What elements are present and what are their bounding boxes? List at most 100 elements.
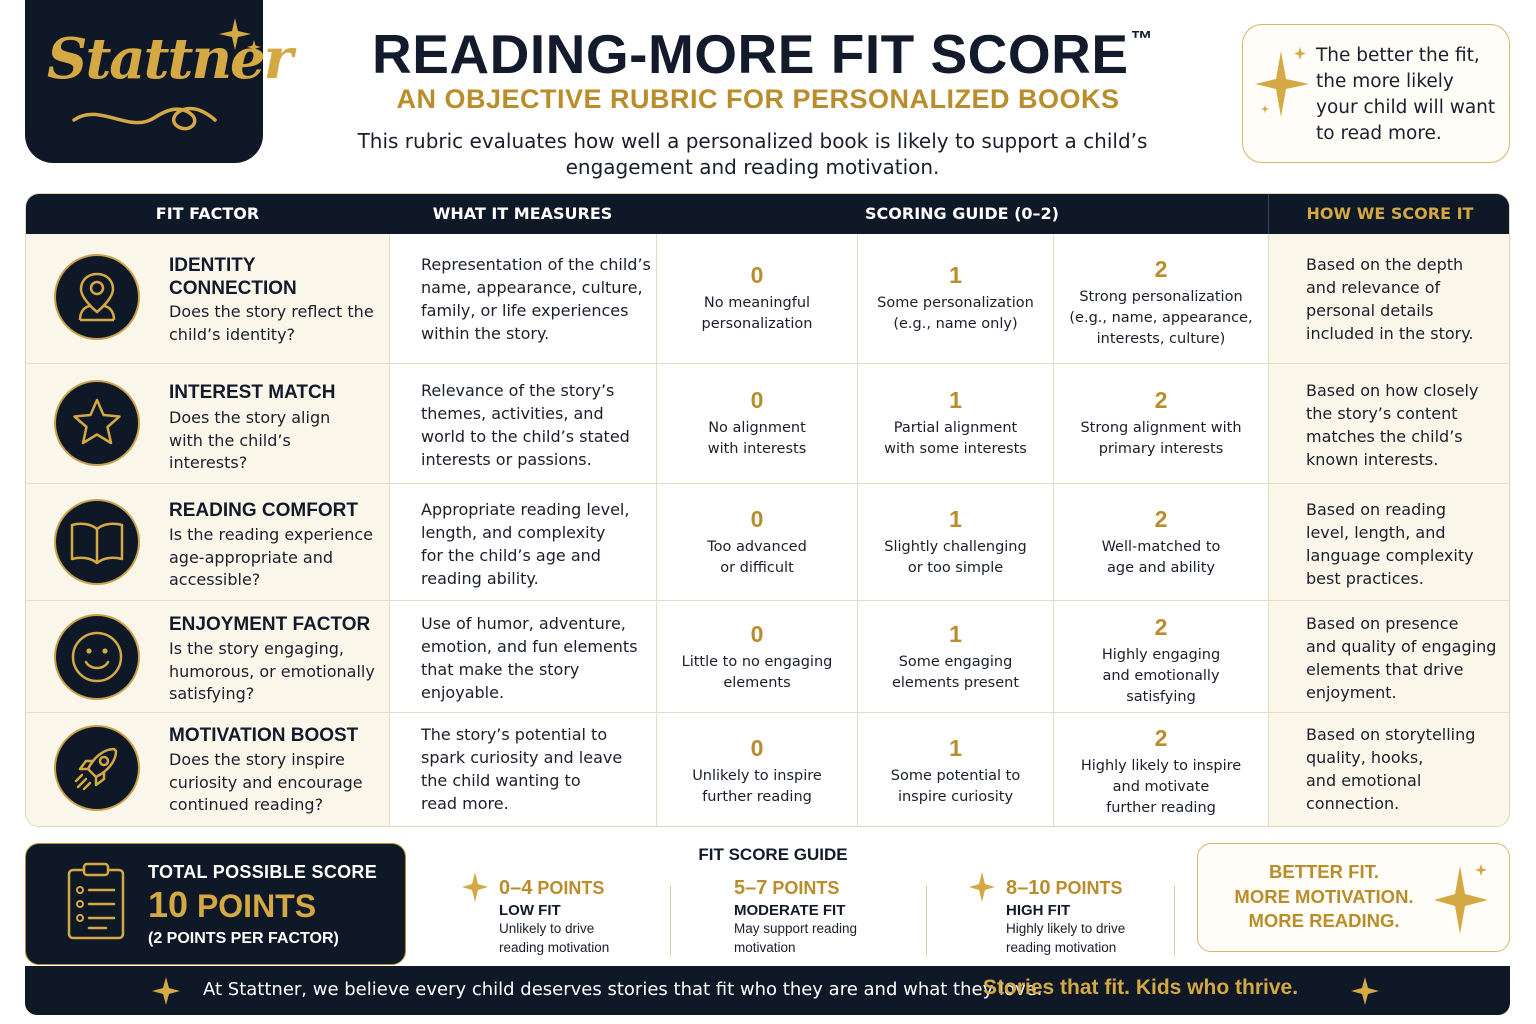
intro-text: This rubric evaluates how well a persona… bbox=[345, 128, 1160, 180]
score-desc-line: Strong alignment with bbox=[1080, 420, 1242, 436]
measure-line: spark curiosity and leave bbox=[421, 748, 623, 767]
score-number: 0 bbox=[750, 506, 764, 532]
score-0: 0 Little to no engaging elements bbox=[657, 621, 857, 694]
band-desc-line: motivation bbox=[734, 940, 796, 955]
score-desc-line: Too advanced bbox=[707, 539, 807, 555]
how-line: quality, hooks, bbox=[1306, 748, 1424, 767]
swirl-ornament-icon bbox=[72, 106, 217, 131]
band-level: MODERATE FIT bbox=[734, 902, 846, 919]
score-desc-line: Some personalization bbox=[877, 295, 1034, 311]
measure-line: enjoyable. bbox=[421, 683, 505, 702]
band-range: 0–4 POINTS bbox=[499, 877, 609, 900]
score-desc-line: or too simple bbox=[907, 560, 1004, 576]
measure-line: for the child’s age and bbox=[421, 546, 601, 565]
band-desc-line: Unlikely to drive bbox=[499, 921, 595, 936]
score-desc-line: Some engaging bbox=[898, 654, 1013, 670]
score-0: 0 Too advanced or difficult bbox=[657, 506, 857, 579]
score-1-cell: 1 Some personalization (e.g., name only) bbox=[857, 234, 1053, 363]
measure-line: Representation of the child’s bbox=[421, 255, 651, 274]
how-text: Based on storytelling quality, hooks, an… bbox=[1306, 723, 1506, 815]
fit-score-guide-title: FIT SCORE GUIDE bbox=[698, 845, 848, 864]
factor-cell: ENJOYMENT FACTOR Is the story engaging, … bbox=[26, 601, 389, 712]
measure-line: the child wanting to bbox=[421, 771, 581, 790]
how-line: language complexity bbox=[1306, 546, 1474, 565]
band-range: 8–10 POINTS bbox=[1006, 877, 1125, 900]
promo-text: BETTER FIT. MORE MOTIVATION. MORE READIN… bbox=[1216, 860, 1432, 934]
factor-question-line: Is the story engaging, bbox=[169, 639, 344, 658]
factor-question-line: child’s identity? bbox=[169, 324, 296, 344]
how-text: Based on reading level, length, and lang… bbox=[1306, 498, 1506, 590]
score-number: 1 bbox=[949, 387, 962, 413]
how-line: Based on how closely bbox=[1306, 381, 1479, 400]
how-line: known interests. bbox=[1306, 450, 1439, 469]
measure-text: Use of humor, adventure, emotion, and fu… bbox=[421, 612, 653, 704]
band-range-number: 0–4 bbox=[499, 877, 533, 899]
score-2: 2 Highly engaging and emotionally satisf… bbox=[1054, 614, 1268, 708]
how-cell: Based on the depth and relevance of pers… bbox=[1268, 234, 1509, 363]
measure-line: Appropriate reading level, bbox=[421, 500, 630, 519]
band-desc-line: Highly likely to drive bbox=[1006, 921, 1126, 936]
factor-question: Does the story align with the child’s in… bbox=[169, 407, 379, 475]
score-number: 2 bbox=[1154, 725, 1168, 751]
score-2: 2 Strong alignment with primary interest… bbox=[1054, 387, 1268, 460]
score-desc-line: and motivate bbox=[1112, 779, 1210, 795]
fit-band-low: 0–4 POINTS LOW FIT Unlikely to drive rea… bbox=[499, 877, 609, 957]
factor-question-line: with the child’s bbox=[169, 430, 291, 450]
total-score-value: 10 POINTS bbox=[148, 884, 316, 926]
clipboard-icon bbox=[67, 862, 125, 940]
person-pin-icon bbox=[78, 272, 116, 322]
factor-question-line: humorous, or emotionally bbox=[169, 661, 375, 681]
measure-cell: The story’s potential to spark curiosity… bbox=[389, 713, 656, 826]
how-line: the story’s content bbox=[1306, 404, 1458, 423]
measure-cell: Relevance of the story’s themes, activit… bbox=[389, 364, 656, 483]
how-line: matches the child’s bbox=[1306, 427, 1463, 446]
band-desc-line: reading motivation bbox=[499, 940, 610, 955]
sparkle-icon bbox=[219, 18, 261, 54]
score-number: 1 bbox=[949, 735, 962, 761]
score-0-cell: 0 Too advanced or difficult bbox=[656, 484, 857, 600]
measure-text: Representation of the child’s name, appe… bbox=[421, 253, 653, 345]
factor-title-line: MOTIVATION BOOST bbox=[169, 725, 359, 746]
band-range: 5–7 POINTS bbox=[734, 877, 857, 900]
measure-line: Relevance of the story’s bbox=[421, 381, 615, 400]
factor-question: Does the story reflect the child’s ident… bbox=[169, 301, 379, 346]
score-number: 2 bbox=[1154, 506, 1168, 532]
score-1-cell: 1 Slightly challenging or too simple bbox=[857, 484, 1053, 600]
factor-title: MOTIVATION BOOST bbox=[169, 724, 379, 747]
factor-title: INTEREST MATCH bbox=[169, 381, 379, 404]
sparkle-icon bbox=[462, 872, 488, 902]
how-cell: Based on presence and quality of engagin… bbox=[1268, 601, 1509, 712]
header-scoring-guide: SCORING GUIDE (0–2) bbox=[865, 204, 1059, 223]
page-title: READING-MORE FIT SCORE™ bbox=[372, 22, 1153, 86]
score-0-cell: 0 No meaningful personalization bbox=[656, 234, 857, 363]
factor-question-line: continued reading? bbox=[169, 795, 324, 814]
band-level: LOW FIT bbox=[499, 902, 561, 919]
how-cell: Based on how closely the story’s content… bbox=[1268, 364, 1509, 483]
open-book-icon bbox=[70, 522, 124, 565]
total-score-box: TOTAL POSSIBLE SCORE 10 POINTS (2 POINTS… bbox=[25, 843, 406, 965]
score-desc-line: primary interests bbox=[1098, 441, 1224, 457]
measure-cell: Use of humor, adventure, emotion, and fu… bbox=[389, 601, 656, 712]
factor-question-line: age-appropriate and bbox=[169, 547, 333, 567]
score-0: 0 Unlikely to inspire further reading bbox=[657, 735, 857, 808]
score-desc-line: Some potential to bbox=[890, 768, 1021, 784]
score-desc-line: Well-matched to bbox=[1101, 539, 1221, 555]
measure-cell: Appropriate reading level, length, and c… bbox=[389, 484, 656, 600]
table-row: ENJOYMENT FACTOR Is the story engaging, … bbox=[26, 600, 1509, 712]
score-desc-line: with some interests bbox=[884, 441, 1027, 457]
factor-question-line: curiosity and encourage bbox=[169, 772, 363, 792]
band-range-unit: POINTS bbox=[772, 878, 840, 898]
factor-question-line: Does the story reflect the bbox=[169, 302, 374, 321]
score-1: 1 Some potential to inspire curiosity bbox=[858, 735, 1053, 808]
measure-text: The story’s potential to spark curiosity… bbox=[421, 723, 653, 815]
score-1: 1 Partial alignment with some interests bbox=[858, 387, 1053, 460]
how-line: Based on storytelling bbox=[1306, 725, 1476, 744]
band-range-unit: POINTS bbox=[537, 878, 605, 898]
score-desc-line: Slightly challenging bbox=[884, 539, 1027, 555]
score-2-cell: 2 Highly likely to inspire and motivate … bbox=[1053, 713, 1268, 826]
factor-cell: INTEREST MATCH Does the story align with… bbox=[26, 364, 389, 483]
score-desc-line: Little to no engaging bbox=[681, 654, 833, 670]
score-desc-line: or difficult bbox=[720, 560, 794, 576]
motivation-icon-badge bbox=[54, 725, 140, 811]
band-range-number: 5–7 bbox=[734, 877, 768, 899]
